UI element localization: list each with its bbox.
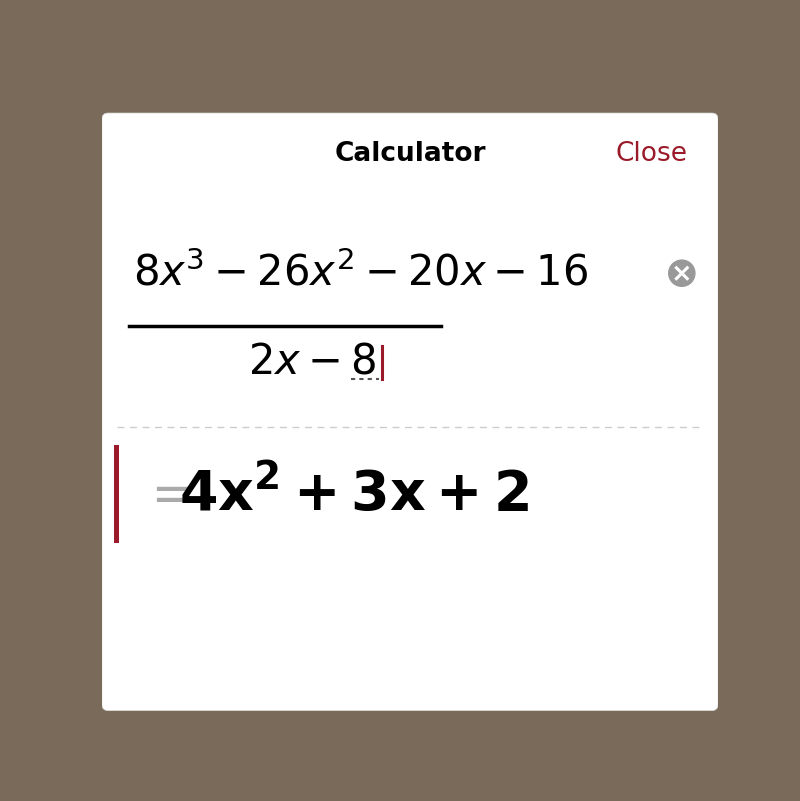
- Text: Calculator: Calculator: [334, 141, 486, 167]
- Text: $8x^3 - 26x^2 - 20x - 16$: $8x^3 - 26x^2 - 20x - 16$: [133, 252, 588, 295]
- Text: $=$: $=$: [141, 468, 194, 522]
- Text: $2x - 8$: $2x - 8$: [248, 340, 376, 383]
- Circle shape: [669, 260, 695, 286]
- Bar: [102, 96, 718, 119]
- FancyBboxPatch shape: [102, 113, 718, 710]
- Bar: [114, 445, 119, 543]
- Text: Close: Close: [615, 141, 687, 167]
- Text: $\mathbf{4x^2 + 3x + 2}$: $\mathbf{4x^2 + 3x + 2}$: [179, 467, 529, 523]
